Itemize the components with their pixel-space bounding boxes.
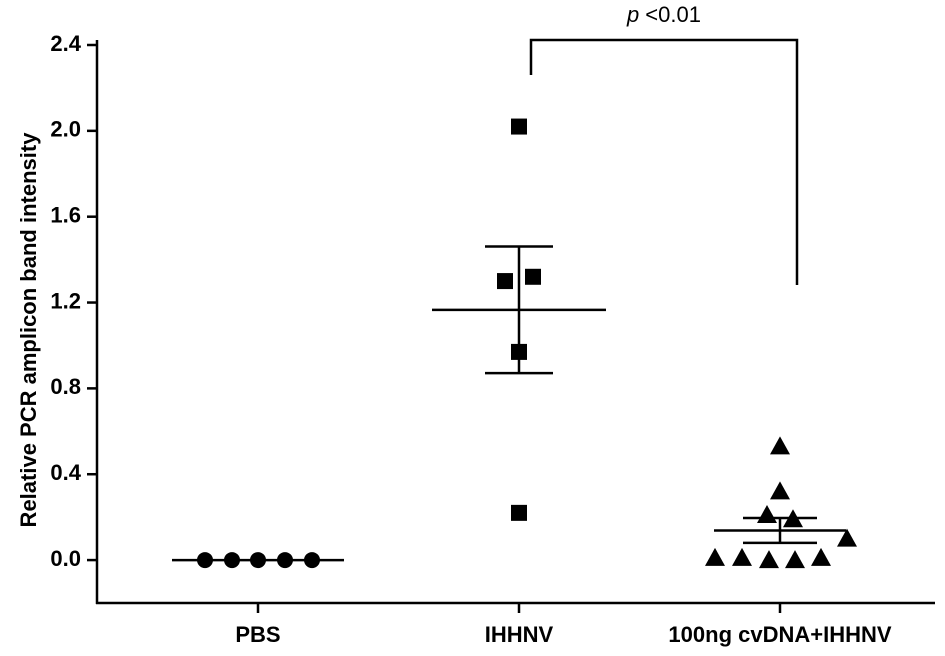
point [770, 436, 790, 455]
point [783, 509, 803, 528]
point [759, 550, 779, 569]
point [757, 505, 777, 524]
point [497, 273, 513, 290]
y-axis-label: Relative PCR amplicon band intensity [16, 132, 41, 528]
y-tick-label: 0.8 [50, 374, 81, 399]
point [250, 552, 266, 569]
point [705, 547, 725, 566]
annotation: p <0.01 [626, 2, 701, 27]
x-tick-label: IHHNV [485, 622, 554, 647]
annotation-text: <0.01 [645, 2, 701, 27]
y-tick-label: 1.6 [50, 203, 81, 228]
point [304, 552, 320, 569]
point [511, 118, 527, 135]
point [811, 547, 831, 566]
y-tick-label: 0.0 [50, 546, 81, 571]
point [277, 552, 293, 569]
significance-bracket [529, 38, 799, 285]
annotation-variable: p [626, 2, 639, 27]
x-tick-label: PBS [235, 622, 280, 647]
y-tick-label: 2.0 [50, 117, 81, 142]
point [224, 552, 240, 569]
y-tick-label: 1.2 [50, 288, 81, 313]
y-tick-label: 2.4 [50, 31, 81, 56]
y-tick-label: 0.4 [50, 460, 81, 485]
point [511, 343, 527, 360]
point [770, 481, 790, 500]
point [525, 268, 541, 285]
point [197, 552, 213, 569]
point [837, 528, 857, 547]
point [732, 547, 752, 566]
x-tick-label: 100ng cvDNA+IHHNV [668, 622, 891, 647]
point [511, 504, 527, 521]
point [785, 550, 805, 569]
